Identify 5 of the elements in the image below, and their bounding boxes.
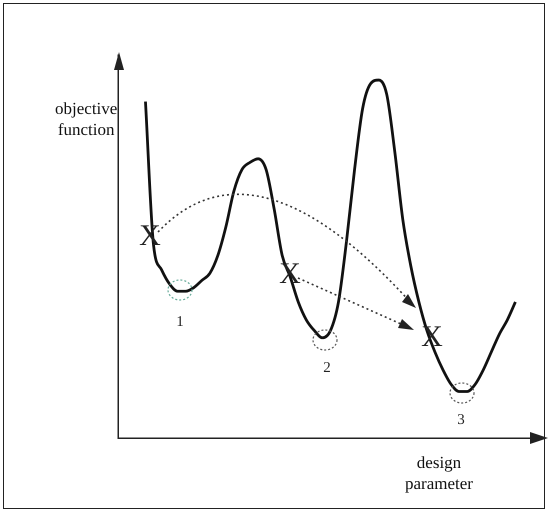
annotation: 2 <box>323 360 331 376</box>
annotation: 1 <box>176 314 184 330</box>
y-axis-title: objective function <box>55 98 118 140</box>
x-axis-title: design parameter <box>405 452 473 494</box>
annotation: 3 <box>457 412 465 428</box>
